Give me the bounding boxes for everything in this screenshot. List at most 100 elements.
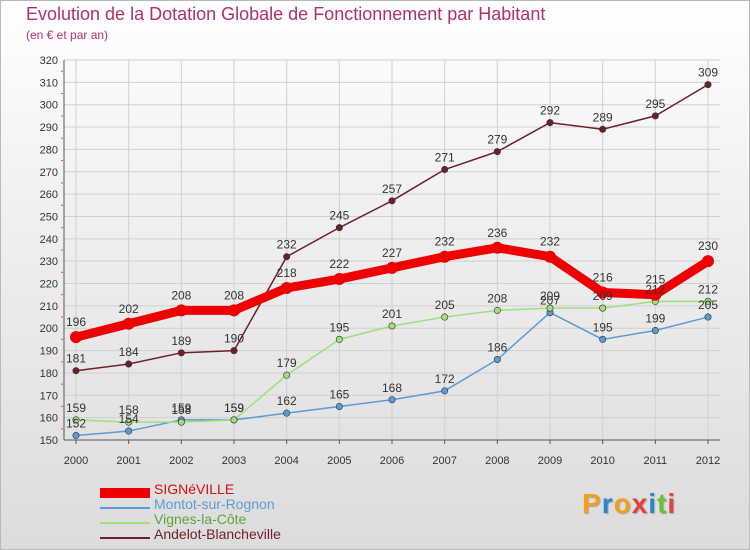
point-andelot-blancheville: [283, 253, 291, 261]
data-label-andelot-blancheville: 289: [593, 110, 613, 124]
data-label-andelot-blancheville: 181: [66, 352, 86, 366]
point-signeville: [702, 255, 714, 268]
point-signeville: [122, 317, 135, 330]
point-andelot-blancheville: [335, 224, 343, 232]
point-signeville: [228, 304, 240, 317]
data-label-montot-sur-rognon: 168: [382, 381, 402, 395]
data-label-signeville: 218: [277, 266, 297, 280]
point-vignes-la-cote: [230, 416, 238, 424]
y-tick-label: 240: [40, 234, 58, 246]
point-signeville: [649, 288, 662, 301]
data-label-vignes-la-cote: 159: [224, 401, 244, 415]
legend-label: Andelot-Blancheville: [154, 526, 281, 542]
x-tick-label: 2007: [432, 455, 456, 467]
chart-title: Evolution de la Dotation Globale de Fonc…: [26, 4, 546, 24]
data-label-montot-sur-rognon: 172: [435, 372, 455, 386]
point-andelot-blancheville: [441, 166, 449, 174]
data-label-signeville: 202: [119, 302, 139, 316]
data-label-vignes-la-cote: 208: [487, 291, 507, 305]
point-signeville: [386, 261, 398, 274]
data-label-vignes-la-cote: 158: [119, 403, 139, 417]
point-montot-sur-rognon: [493, 356, 501, 364]
y-tick-label: 270: [40, 167, 58, 179]
point-montot-sur-rognon: [704, 313, 712, 321]
data-label-montot-sur-rognon: 195: [593, 320, 613, 334]
x-tick-label: 2009: [538, 455, 562, 467]
legend-label: Vignes-la-Côte: [154, 511, 247, 527]
point-andelot-blancheville: [177, 349, 185, 357]
data-label-andelot-blancheville: 189: [171, 334, 191, 348]
data-label-vignes-la-cote: 205: [435, 298, 455, 312]
data-label-andelot-blancheville: 295: [645, 97, 665, 111]
x-tick-label: 2010: [590, 455, 614, 467]
data-label-vignes-la-cote: 195: [329, 320, 349, 334]
data-label-signeville: 232: [540, 235, 560, 249]
y-tick-label: 150: [40, 435, 58, 447]
legend-label: SIGNéVILLE: [154, 481, 235, 497]
legend-label: Montot-sur-Rognon: [154, 496, 275, 512]
series-vignes-la-cote: [72, 297, 712, 426]
y-tick-label: 290: [40, 122, 58, 134]
data-label-andelot-blancheville: 257: [382, 182, 402, 196]
data-label-andelot-blancheville: 184: [119, 345, 139, 359]
data-label-signeville: 215: [645, 273, 665, 287]
y-tick-label: 210: [40, 301, 58, 313]
point-signeville: [596, 286, 609, 299]
data-label-montot-sur-rognon: 159: [171, 401, 191, 415]
x-tick-label: 2006: [380, 455, 404, 467]
point-andelot-blancheville: [546, 119, 554, 127]
legend-swatch: [100, 506, 150, 509]
data-label-signeville: 230: [698, 239, 718, 253]
axes: 150 160 170 180 190 200 210 220 230 240 250 260 270 2…: [40, 55, 721, 467]
data-label-vignes-la-cote: 158: [171, 403, 191, 417]
point-montot-sur-rognon: [125, 427, 133, 435]
data-label-vignes-la-cote: 201: [382, 307, 402, 321]
data-label-montot-sur-rognon: 186: [487, 341, 507, 355]
x-tick-label: 2001: [116, 455, 140, 467]
y-tick-label: 180: [40, 368, 58, 380]
x-tick-label: 2002: [169, 455, 193, 467]
legend-swatch: [100, 536, 150, 539]
y-tick-label: 300: [40, 100, 58, 112]
x-tick-label: 2004: [274, 455, 298, 467]
point-signeville: [70, 331, 82, 344]
point-vignes-la-cote: [125, 418, 133, 426]
point-signeville: [280, 282, 293, 294]
point-montot-sur-rognon: [388, 396, 396, 404]
data-label-signeville: 208: [224, 288, 244, 302]
x-tick-label: 2000: [64, 455, 88, 467]
point-andelot-blancheville: [125, 360, 133, 368]
data-label-montot-sur-rognon: 199: [645, 311, 665, 325]
point-vignes-la-cote: [388, 322, 396, 330]
data-label-signeville: 216: [593, 270, 613, 284]
data-label-signeville: 208: [171, 288, 191, 302]
data-label-andelot-blancheville: 292: [540, 104, 560, 118]
y-tick-label: 170: [40, 390, 58, 402]
data-label-vignes-la-cote: 212: [645, 282, 665, 296]
y-tick-label: 280: [40, 144, 58, 156]
data-label-montot-sur-rognon: 205: [698, 298, 718, 312]
x-tick-label: 2011: [644, 455, 668, 467]
data-label-vignes-la-cote: 209: [593, 289, 613, 303]
data-label-montot-sur-rognon: 154: [119, 412, 139, 426]
point-andelot-blancheville: [388, 197, 396, 205]
y-tick-label: 320: [40, 55, 58, 67]
legend-swatch: [100, 487, 150, 498]
point-vignes-la-cote: [599, 304, 607, 312]
point-andelot-blancheville: [599, 125, 607, 133]
data-label-andelot-blancheville: 309: [698, 66, 718, 80]
x-tick-label: 2008: [485, 455, 509, 467]
legend-swatch: [100, 521, 150, 524]
point-vignes-la-cote: [546, 304, 554, 312]
point-signeville: [544, 250, 556, 263]
point-andelot-blancheville: [230, 347, 238, 355]
point-andelot-blancheville: [493, 148, 501, 156]
point-andelot-blancheville: [704, 81, 712, 89]
data-label-signeville: 232: [435, 235, 455, 249]
data-label-vignes-la-cote: 159: [66, 401, 86, 415]
data-label-andelot-blancheville: 245: [329, 209, 349, 223]
y-tick-label: 220: [40, 279, 58, 291]
series-layer: [70, 81, 714, 440]
series-signeville: [70, 241, 714, 344]
